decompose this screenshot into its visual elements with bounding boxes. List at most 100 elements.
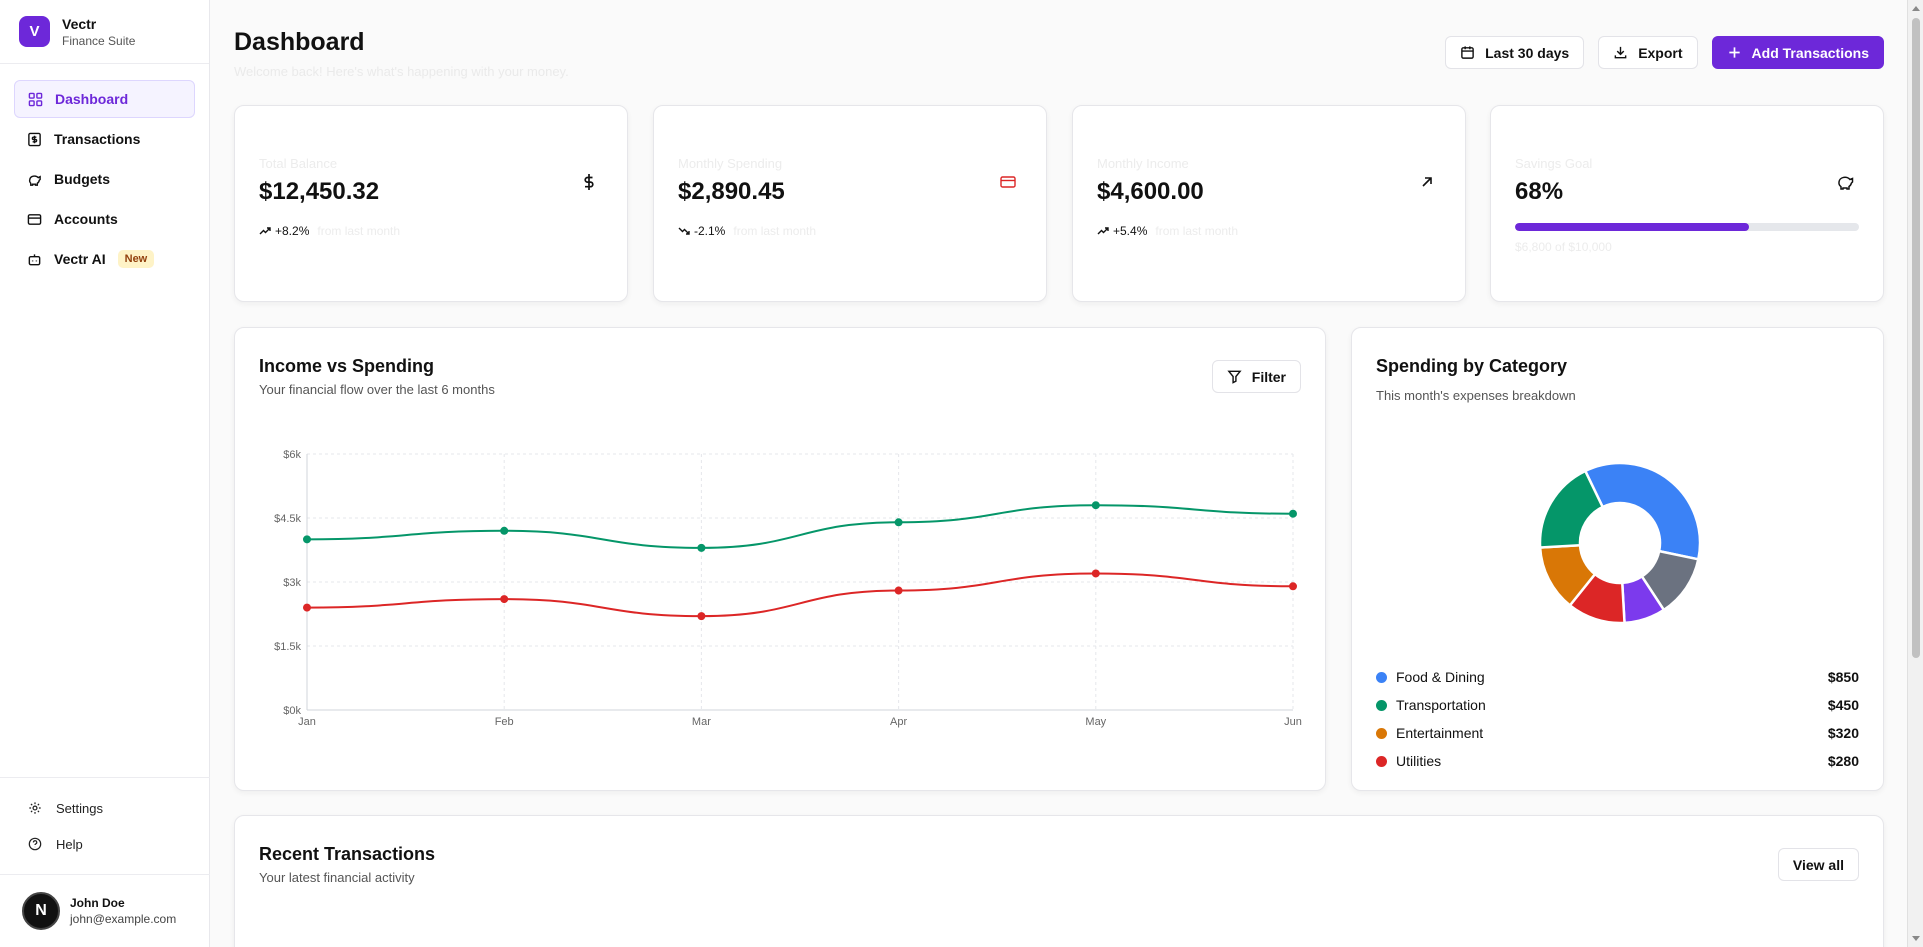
donut-slice xyxy=(1583,461,1702,561)
new-badge: New xyxy=(117,250,155,268)
stat-value: $2,890.45 xyxy=(678,178,785,205)
brand-name: Vectr xyxy=(62,15,97,32)
user-email: john@example.com xyxy=(70,912,177,926)
credit-card-icon xyxy=(27,213,42,225)
settings-label: Settings xyxy=(56,800,103,816)
savings-goal-card: Savings Goal 68% $6,800 of $10,000 xyxy=(1490,105,1884,302)
receipt-icon xyxy=(28,132,41,146)
trending-up-icon xyxy=(1097,227,1109,235)
scroll-up-arrow[interactable] xyxy=(1912,6,1920,11)
legend-label: Food & Dining xyxy=(1396,669,1485,685)
scroll-thumb[interactable] xyxy=(1912,18,1920,658)
stat-change-note: from last month xyxy=(1155,224,1239,238)
export-button[interactable]: Export xyxy=(1598,36,1698,69)
help-icon xyxy=(28,837,42,851)
add-transactions-button[interactable]: Add Transactions xyxy=(1711,36,1884,69)
sidebar-item-label: Dashboard xyxy=(55,91,129,107)
data-point xyxy=(697,612,706,621)
data-point xyxy=(1289,509,1297,518)
sidebar-item-budgets[interactable]: Budgets xyxy=(14,160,195,198)
x-tick-label: Apr xyxy=(890,716,907,728)
view-all-label: View all xyxy=(1792,856,1844,873)
recent-transactions-subtitle: Your latest financial activity xyxy=(259,870,415,885)
stat-label: Total Balance xyxy=(259,156,338,171)
legend-dot xyxy=(1376,699,1387,711)
income-vs-spending-card: Income vs Spending Your financial flow o… xyxy=(234,327,1326,791)
stat-label: Monthly Income xyxy=(1097,156,1189,171)
savings-progress-bar xyxy=(1515,223,1859,231)
user-profile[interactable]: N John Doe john@example.com xyxy=(0,874,210,947)
legend-dot xyxy=(1376,755,1387,767)
stat-change: +8.2% from last month xyxy=(259,224,400,238)
date-range-button[interactable]: Last 30 days xyxy=(1445,36,1585,69)
sidebar-item-label: Budgets xyxy=(54,171,110,187)
download-icon xyxy=(1614,46,1627,59)
credit-card-icon xyxy=(1000,176,1016,188)
legend-amount: $450 xyxy=(1827,697,1859,713)
sidebar-item-accounts[interactable]: Accounts xyxy=(14,200,195,238)
stat-change-value: +5.4% xyxy=(1113,224,1148,238)
y-tick-label: $1.5k xyxy=(274,641,301,653)
legend-item: Transportation $450 xyxy=(1376,691,1859,719)
y-tick-label: $6k xyxy=(283,449,301,461)
view-all-button[interactable]: View all xyxy=(1777,848,1859,881)
legend-item: Entertainment $320 xyxy=(1376,719,1859,747)
scroll-down-arrow[interactable] xyxy=(1912,936,1920,941)
legend-amount: $850 xyxy=(1827,669,1859,685)
income-chart-subtitle: Your financial flow over the last 6 mont… xyxy=(259,382,495,397)
add-transactions-label: Add Transactions xyxy=(1751,44,1869,61)
legend-dot xyxy=(1376,671,1387,683)
filter-button[interactable]: Filter xyxy=(1211,360,1301,393)
x-tick-label: Jan xyxy=(298,716,316,728)
income-spending-line-chart: $0k $1.5k $3k $4.5k $6k Jan Feb Mar Apr May Jun xyxy=(274,449,1302,728)
date-range-label: Last 30 days xyxy=(1485,44,1570,61)
trending-up-icon xyxy=(259,227,271,235)
settings-link[interactable]: Settings xyxy=(14,790,196,826)
x-tick-label: Feb xyxy=(495,716,514,728)
y-tick-label: $3k xyxy=(283,577,301,589)
spending-by-category-card: Spending by Category This month's expens… xyxy=(1351,327,1884,791)
stat-change-note: from last month xyxy=(733,224,817,238)
legend-item: Utilities $280 xyxy=(1376,747,1859,775)
data-point xyxy=(1289,582,1297,591)
recent-transactions-card: Recent Transactions Your latest financia… xyxy=(234,815,1884,947)
filter-icon xyxy=(1227,370,1242,384)
x-tick-label: May xyxy=(1085,716,1106,728)
grid-icon xyxy=(28,92,43,106)
page-subtitle: Welcome back! Here's what's happening wi… xyxy=(234,64,569,79)
data-point xyxy=(894,518,903,527)
category-legend: Food & Dining $850 Transportation $450 Enter… xyxy=(1376,663,1859,775)
stat-value: $12,450.32 xyxy=(259,178,380,205)
brand[interactable]: V Vectr Finance Suite xyxy=(0,0,209,64)
filter-label: Filter xyxy=(1251,368,1286,385)
x-tick-label: Mar xyxy=(692,716,711,728)
stat-value: 68% xyxy=(1515,178,1564,205)
page-scrollbar[interactable] xyxy=(1907,0,1923,947)
legend-label: Entertainment xyxy=(1396,725,1484,741)
category-chart-title: Spending by Category xyxy=(1376,356,1568,376)
trending-down-icon xyxy=(678,227,690,235)
savings-progress-fill xyxy=(1515,223,1749,231)
x-tick-label: Jun xyxy=(1284,716,1302,728)
sidebar-item-vectr-ai[interactable]: Vectr AI New xyxy=(14,240,195,278)
total-balance-card: Total Balance $12,450.32 +8.2% from last… xyxy=(234,105,628,302)
export-label: Export xyxy=(1638,44,1683,61)
help-link[interactable]: Help xyxy=(14,826,196,862)
bot-icon xyxy=(28,253,41,265)
donut-slice xyxy=(1538,469,1605,549)
legend-amount: $320 xyxy=(1827,725,1859,741)
sidebar-footer: Settings Help N John Doe john@example.co… xyxy=(0,777,210,947)
plus-icon xyxy=(1728,47,1740,58)
data-point xyxy=(697,543,706,552)
sidebar: V Vectr Finance Suite Dashboard Transact… xyxy=(0,0,210,947)
sidebar-item-dashboard[interactable]: Dashboard xyxy=(14,80,195,118)
legend-item: Food & Dining $850 xyxy=(1376,663,1859,691)
data-point xyxy=(1091,501,1100,510)
monthly-spending-card: Monthly Spending $2,890.45 -2.1% from la… xyxy=(653,105,1047,302)
dollar-icon xyxy=(584,174,594,190)
piggy-bank-icon xyxy=(28,174,41,186)
user-name: John Doe xyxy=(70,896,125,910)
piggy-bank-icon xyxy=(1838,176,1854,190)
main-nav: Dashboard Transactions Budgets Accounts … xyxy=(0,64,209,296)
sidebar-item-transactions[interactable]: Transactions xyxy=(14,120,195,158)
